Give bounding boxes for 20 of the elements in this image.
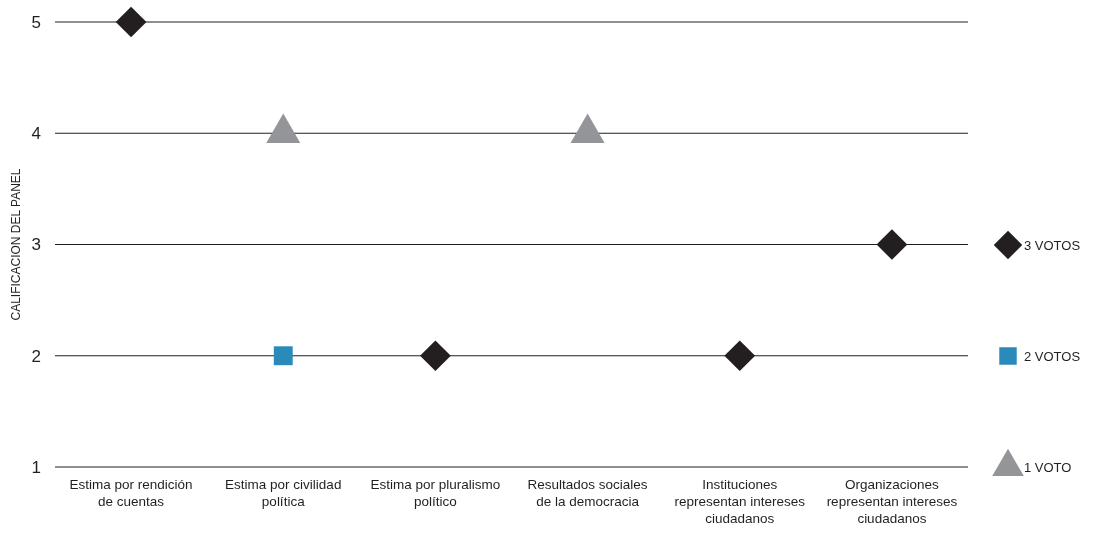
point xyxy=(876,229,908,260)
x-tick-label: Resultados sociales de la democracia xyxy=(527,477,648,509)
point xyxy=(724,340,756,372)
point xyxy=(273,346,293,366)
y-tick-label: 3 xyxy=(31,235,41,255)
x-tick-label: Estima por pluralismo político xyxy=(370,477,501,509)
point xyxy=(115,6,147,38)
point xyxy=(420,340,451,372)
legend-label: 1 VOTO xyxy=(1024,459,1072,475)
y-tick-label: 5 xyxy=(31,12,41,32)
legend-label: 2 VOTOS xyxy=(1024,348,1081,364)
x-tick-label: Estima por rendición de cuentas xyxy=(69,477,193,509)
x-tick-label: Instituciones representan intereses ciudadanos xyxy=(674,477,806,526)
y-axis-title: CALIFICACION DEL PANEL xyxy=(9,168,23,321)
y-tick-label: 2 xyxy=(31,346,41,366)
y-tick-label: 1 xyxy=(31,457,41,477)
y-tick-label: 4 xyxy=(31,124,41,144)
legend-label: 3 VOTOS xyxy=(1024,237,1081,253)
x-tick-label: Organizaciones representan intereses ciudadanos xyxy=(826,477,958,526)
x-tick-label: Estima por civilidad política xyxy=(225,477,342,509)
